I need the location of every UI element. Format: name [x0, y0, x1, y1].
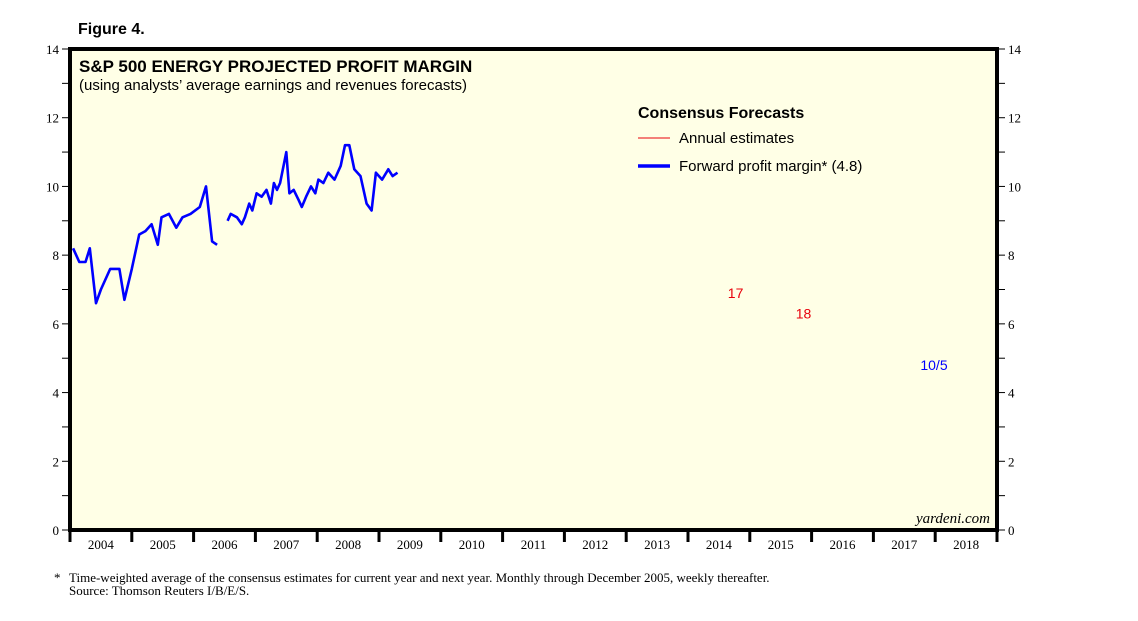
y-tick-label-right: 8: [1008, 248, 1015, 263]
annotation-17: 17: [728, 285, 744, 301]
legend-title: Consensus Forecasts: [638, 105, 804, 122]
x-tick-label: 2004: [88, 537, 115, 552]
annotation-10-5: 10/5: [920, 357, 947, 373]
watermark: yardeni.com: [914, 511, 990, 527]
y-tick-label-left: 4: [53, 386, 60, 401]
x-tick-label: 2009: [397, 537, 423, 552]
y-tick-label-right: 6: [1008, 317, 1015, 332]
chart-subtitle: (using analysts’ average earnings and re…: [79, 77, 467, 94]
y-tick-label-left: 8: [53, 248, 60, 263]
y-tick-label-left: 10: [46, 179, 59, 194]
annotations: 17 18 10/5: [728, 285, 948, 373]
legend-label-annual: Annual estimates: [679, 130, 794, 147]
y-tick-label-right: 2: [1008, 454, 1015, 469]
annotation-18: 18: [796, 306, 812, 322]
y-tick-label-left: 12: [46, 111, 59, 126]
y-tick-label-left: 6: [53, 317, 60, 332]
legend-label-forward: Forward profit margin* (4.8): [679, 158, 862, 175]
plot-frame: [68, 47, 999, 532]
plot-area: [70, 49, 997, 530]
footnote-line-1: Time-weighted average of the consensus e…: [69, 570, 770, 585]
legend: Consensus Forecasts Annual estimates For…: [638, 105, 862, 175]
y-tick-label-left: 14: [46, 42, 60, 57]
footnote-asterisk: *: [54, 570, 61, 585]
y-axis-left: 0 2 4 6 8 10 12 14: [46, 42, 70, 538]
series-line-forward: [71, 185, 218, 305]
x-tick-label: 2013: [644, 537, 670, 552]
x-tick-label: 2018: [953, 537, 979, 552]
x-tick-label: 2015: [768, 537, 794, 552]
x-tick-label: 2005: [150, 537, 176, 552]
x-tick-label: 2016: [830, 537, 857, 552]
x-tick-label: 2011: [521, 537, 547, 552]
x-tick-label: 2007: [273, 537, 300, 552]
x-tick-label: 2006: [212, 537, 239, 552]
y-tick-label-right: 4: [1008, 386, 1015, 401]
y-tick-label-right: 10: [1008, 179, 1021, 194]
x-tick-label: 2010: [459, 537, 485, 552]
x-tick-label: 2017: [891, 537, 918, 552]
y-tick-label-left: 2: [53, 454, 60, 469]
x-tick-label: 2008: [335, 537, 361, 552]
series-layer: [71, 143, 399, 305]
y-axis-right: 0 2 4 6 8 10 12 14: [997, 42, 1022, 538]
figure-label: Figure 4.: [78, 21, 145, 38]
series-line-forward: [226, 143, 399, 226]
footnote-source: Source: Thomson Reuters I/B/E/S.: [69, 583, 249, 598]
y-tick-label-right: 0: [1008, 523, 1015, 538]
chart-title: S&P 500 ENERGY PROJECTED PROFIT MARGIN: [79, 57, 472, 76]
x-tick-label: 2014: [706, 537, 733, 552]
x-tick-label: 2012: [582, 537, 608, 552]
y-tick-label-right: 14: [1008, 42, 1022, 57]
y-tick-label-left: 0: [53, 523, 60, 538]
x-axis: 2004 2005 2006 2007 2008 2009 2010 2011 2012 2013…: [68, 530, 999, 552]
y-tick-label-right: 12: [1008, 111, 1021, 126]
